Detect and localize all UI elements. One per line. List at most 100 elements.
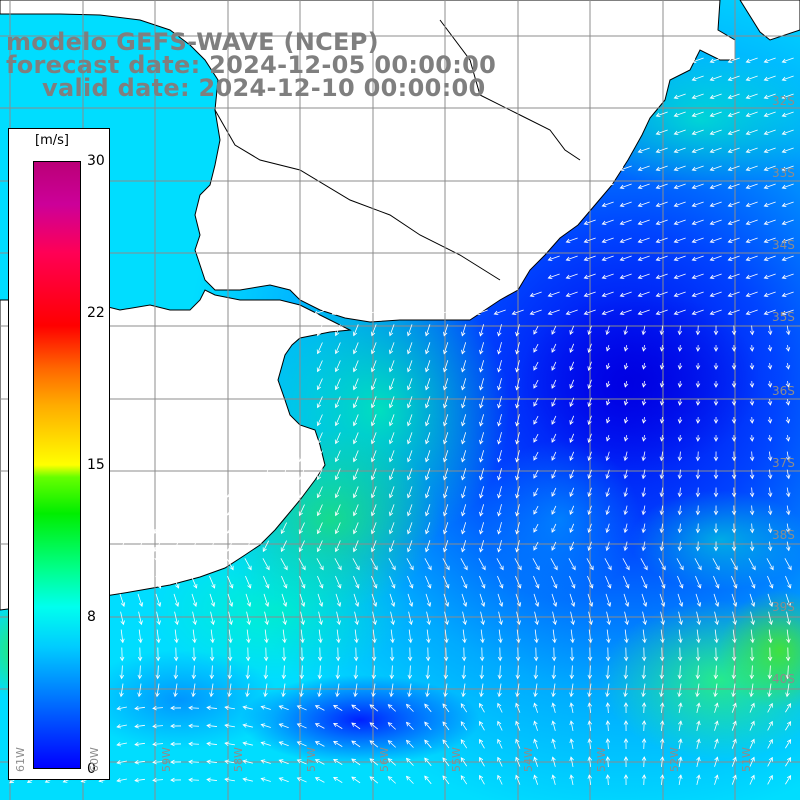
wind-arrow: [655, 165, 668, 172]
wind-arrow: [677, 523, 683, 534]
wind-arrow: [388, 378, 395, 391]
wind-arrow: [190, 540, 198, 552]
wind-arrow: [439, 309, 452, 316]
wind-arrow: [479, 468, 485, 481]
wind-arrow: [460, 739, 468, 749]
wind-arrow: [785, 416, 791, 424]
wind-arrow: [785, 541, 791, 552]
wind-arrow: [479, 324, 485, 337]
wind-arrow: [709, 111, 722, 118]
wind-arrow: [262, 522, 270, 535]
wind-arrow: [583, 273, 596, 280]
wind-arrow: [191, 593, 198, 607]
wind-arrow: [623, 774, 629, 786]
wind-arrow: [244, 504, 252, 517]
wind-arrow: [781, 75, 794, 82]
wind-arrow: [316, 558, 324, 571]
wind-arrow: [569, 575, 576, 589]
wind-arrow: [479, 683, 484, 698]
wind-arrow: [461, 593, 468, 607]
wind-arrow: [745, 147, 758, 154]
lon-label: 56W: [378, 747, 391, 772]
wind-arrow: [767, 720, 773, 731]
wind-arrow: [514, 558, 522, 571]
wind-arrow: [479, 540, 485, 553]
wind-arrow: [137, 665, 143, 680]
wind-arrow: [242, 723, 253, 728]
wind-arrow: [641, 647, 647, 662]
wind-arrow: [570, 629, 575, 644]
wind-arrow: [605, 702, 611, 714]
land-north: [0, 0, 736, 323]
wind-arrow: [479, 360, 485, 373]
wind-arrow: [677, 683, 682, 698]
wind-arrow: [280, 558, 288, 571]
wind-arrow: [749, 523, 755, 534]
wind-arrow: [352, 414, 359, 427]
wind-arrow: [677, 665, 683, 680]
wind-arrow: [623, 720, 629, 732]
wind-arrow: [516, 629, 521, 644]
wind-arrow: [263, 575, 270, 589]
wind-arrow: [709, 291, 722, 298]
wind-arrow: [317, 665, 323, 680]
wind-arrow: [317, 647, 323, 662]
wind-arrow: [587, 702, 593, 714]
wind-arrow: [226, 558, 234, 571]
wind-arrow: [583, 255, 596, 262]
wind-arrow: [623, 380, 629, 388]
wind-arrow: [659, 738, 665, 750]
wind-arrow: [749, 362, 755, 370]
wind-arrow: [352, 504, 359, 517]
wind-arrow: [388, 360, 395, 373]
wind-arrow: [370, 558, 378, 571]
wind-arrow: [497, 324, 502, 337]
wind-arrow: [210, 611, 215, 626]
wind-arrow: [569, 665, 575, 680]
wind-arrow: [388, 324, 395, 337]
wind-arrow: [298, 450, 305, 463]
wind-arrow: [227, 647, 233, 662]
wind-arrow: [785, 487, 791, 498]
wind-arrow: [785, 469, 791, 480]
wind-arrow: [619, 255, 632, 262]
wind-arrow: [551, 575, 558, 589]
wind-arrow: [372, 611, 377, 626]
wind-arrow: [569, 325, 575, 335]
wind-arrow: [406, 414, 413, 427]
wind-arrow: [691, 93, 704, 100]
wind-arrow: [479, 486, 485, 499]
wind-arrow: [749, 756, 755, 767]
wind-arrow: [299, 593, 306, 607]
wind-arrow: [134, 759, 146, 765]
wind-arrow: [727, 291, 740, 298]
wind-arrow: [316, 432, 323, 445]
wind-arrow: [387, 704, 396, 712]
wind-arrow: [442, 757, 450, 767]
wind-arrow: [655, 147, 668, 154]
wind-arrow: [335, 575, 342, 589]
wind-arrow: [533, 451, 539, 461]
wind-arrow: [587, 720, 593, 732]
wind-arrow: [406, 396, 413, 409]
wind-arrow: [768, 611, 773, 626]
wind-arrow: [515, 522, 520, 535]
wind-arrow: [569, 702, 574, 713]
wind-arrow: [206, 705, 218, 711]
wind-arrow: [298, 486, 305, 499]
colorbar-gradient: [33, 161, 81, 769]
wind-arrow: [424, 703, 432, 713]
wind-arrow: [336, 611, 341, 626]
wind-arrow: [569, 647, 575, 662]
wind-arrow: [497, 702, 503, 713]
wind-arrow: [443, 504, 449, 517]
wind-arrow: [659, 541, 665, 552]
wind-arrow: [245, 683, 250, 698]
wind-arrow: [749, 738, 755, 749]
wind-arrow: [745, 255, 758, 262]
wind-arrow: [713, 593, 720, 607]
wind-arrow: [695, 451, 701, 462]
wind-arrow: [659, 416, 665, 424]
country-border: [439, 19, 581, 161]
